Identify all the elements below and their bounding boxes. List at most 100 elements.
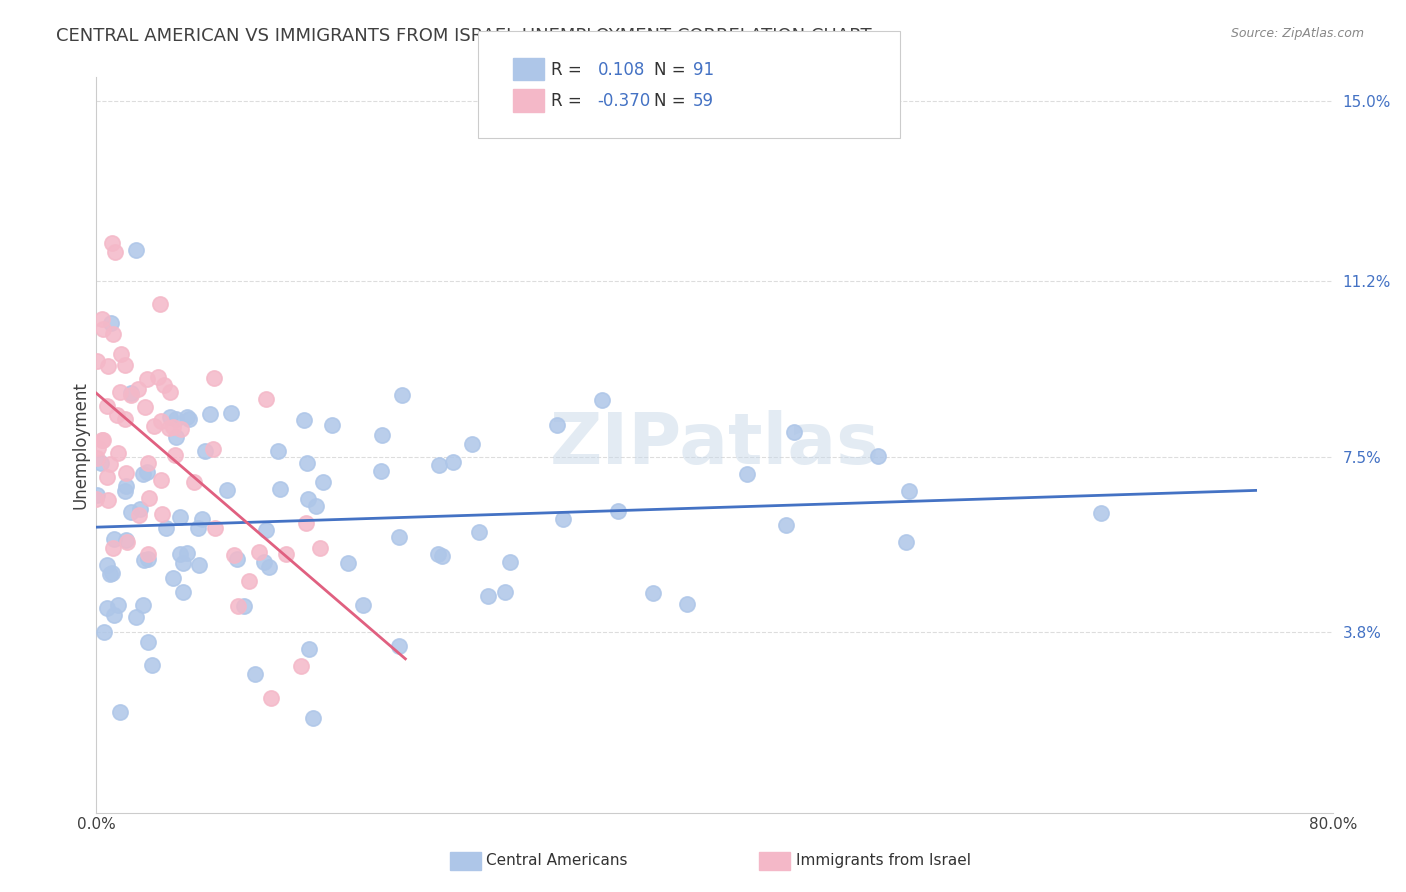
Point <box>427 458 450 472</box>
Point <box>176 410 198 425</box>
Point <box>441 455 464 469</box>
Point <box>91 434 114 448</box>
Point <box>165 430 187 444</box>
Point <box>311 475 333 490</box>
Point <box>108 705 131 719</box>
Point <box>269 482 291 496</box>
Point <box>591 393 613 408</box>
Point <box>114 412 136 426</box>
Point <box>247 544 270 558</box>
Point <box>86 354 108 368</box>
Point <box>91 322 114 336</box>
Point <box>132 553 155 567</box>
Point <box>155 521 177 535</box>
Point <box>546 417 568 432</box>
Point <box>370 464 392 478</box>
Text: Immigrants from Israel: Immigrants from Israel <box>796 854 970 868</box>
Point <box>499 555 522 569</box>
Text: ZIPatlas: ZIPatlas <box>550 410 880 480</box>
Point <box>136 456 159 470</box>
Point <box>676 597 699 611</box>
Point <box>103 608 125 623</box>
Point <box>110 347 132 361</box>
Point <box>290 658 312 673</box>
Point <box>292 412 315 426</box>
Point <box>468 525 491 540</box>
Point <box>159 410 181 425</box>
Point <box>297 456 319 470</box>
Point <box>243 667 266 681</box>
Point <box>783 425 806 439</box>
Point <box>114 358 136 372</box>
Point <box>204 521 226 535</box>
Point <box>254 392 277 406</box>
Point <box>461 437 484 451</box>
Point <box>91 434 114 448</box>
Point <box>226 551 249 566</box>
Point <box>266 444 288 458</box>
Point <box>194 444 217 458</box>
Point <box>101 327 124 342</box>
Point <box>298 642 321 657</box>
Point <box>97 493 120 508</box>
Point <box>551 511 574 525</box>
Point <box>162 571 184 585</box>
Point <box>388 639 411 653</box>
Point <box>103 532 125 546</box>
Text: 0.108: 0.108 <box>598 61 645 78</box>
Point <box>132 467 155 482</box>
Point <box>172 556 194 570</box>
Text: N =: N = <box>654 92 685 110</box>
Point <box>494 584 516 599</box>
Point <box>152 377 174 392</box>
Point <box>134 400 156 414</box>
Point <box>295 516 318 531</box>
Point <box>391 388 413 402</box>
Point <box>152 507 174 521</box>
Point <box>641 586 664 600</box>
Point <box>159 384 181 399</box>
Point <box>107 446 129 460</box>
Point <box>120 388 142 402</box>
Point <box>233 599 256 613</box>
Point <box>297 492 319 507</box>
Point <box>219 406 242 420</box>
Point <box>866 449 889 463</box>
Point <box>179 411 201 425</box>
Point <box>104 245 127 260</box>
Point <box>114 479 136 493</box>
Point <box>103 541 125 556</box>
Point <box>96 601 118 615</box>
Point <box>191 512 214 526</box>
Text: Source: ZipAtlas.com: Source: ZipAtlas.com <box>1230 27 1364 40</box>
Point <box>897 484 920 499</box>
Point <box>169 510 191 524</box>
Text: CENTRAL AMERICAN VS IMMIGRANTS FROM ISRAEL UNEMPLOYMENT CORRELATION CHART: CENTRAL AMERICAN VS IMMIGRANTS FROM ISRA… <box>56 27 872 45</box>
Point <box>146 370 169 384</box>
Point <box>114 484 136 499</box>
Point <box>202 371 225 385</box>
Point <box>308 541 330 555</box>
Point <box>217 483 239 497</box>
Point <box>96 558 118 572</box>
Point <box>176 546 198 560</box>
Point <box>138 547 160 561</box>
Point <box>96 469 118 483</box>
Point <box>115 535 138 549</box>
Point <box>735 467 758 481</box>
Point <box>105 408 128 422</box>
Point <box>127 382 149 396</box>
Point <box>775 518 797 533</box>
Point <box>150 473 173 487</box>
Point <box>353 599 375 613</box>
Point <box>165 411 187 425</box>
Point <box>90 456 112 470</box>
Point <box>128 501 150 516</box>
Point <box>128 508 150 522</box>
Point <box>257 560 280 574</box>
Point <box>276 547 298 561</box>
Text: 59: 59 <box>693 92 714 110</box>
Point <box>427 547 450 561</box>
Point <box>86 450 108 465</box>
Text: Central Americans: Central Americans <box>486 854 628 868</box>
